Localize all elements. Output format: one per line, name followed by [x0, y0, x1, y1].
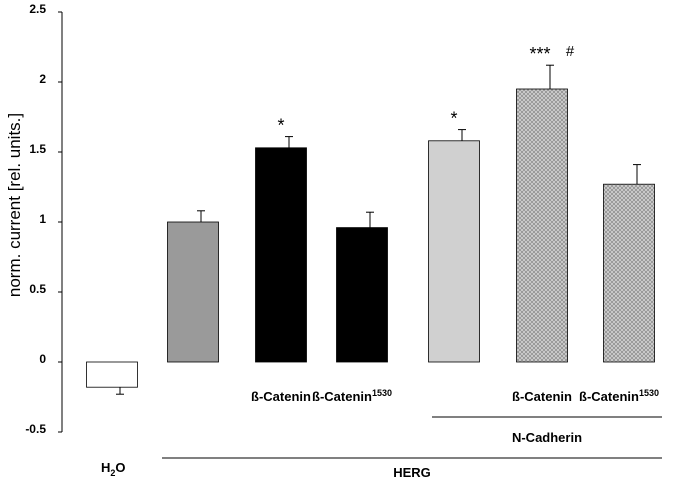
bar [167, 221, 219, 363]
category-label: ß-Catenin1530 [312, 388, 392, 404]
category-label: ß-Catenin1530 [579, 388, 659, 404]
category-label: ß-Catenin [251, 389, 311, 404]
bars-group [86, 64, 655, 395]
bar [86, 361, 138, 388]
significance-marker: # [566, 43, 575, 60]
category-label: H2O [101, 460, 126, 478]
category-label: ß-Catenin [512, 389, 572, 404]
y-tick-label: 2.5 [29, 2, 46, 16]
y-tick-label: 0 [39, 352, 46, 366]
y-tick-label: 2 [39, 72, 46, 86]
labels-group: H2O*ß-Catenin ß-Catenin1530**** #ß-Catenin… [101, 43, 662, 480]
bar [336, 227, 388, 363]
y-tick-label: 1.5 [29, 142, 46, 156]
significance-marker: * [450, 109, 457, 129]
bar [603, 183, 655, 363]
y-tick-label: -0.5 [25, 422, 46, 436]
significance-marker: * [277, 116, 284, 136]
group-label: N-Cadherin [512, 430, 582, 445]
bar [255, 147, 307, 363]
significance-marker: *** [529, 44, 550, 64]
group-label: HERG [393, 465, 431, 480]
bar [516, 88, 568, 363]
y-axis-group: 2.5 2 1.5 1 0.5 0 -0.5 [25, 2, 63, 436]
y-tick-label: 1 [39, 212, 46, 226]
bar [428, 140, 480, 363]
y-axis-label: norm. current [rel. units.] [5, 113, 24, 297]
y-tick-label: 0.5 [29, 282, 46, 296]
